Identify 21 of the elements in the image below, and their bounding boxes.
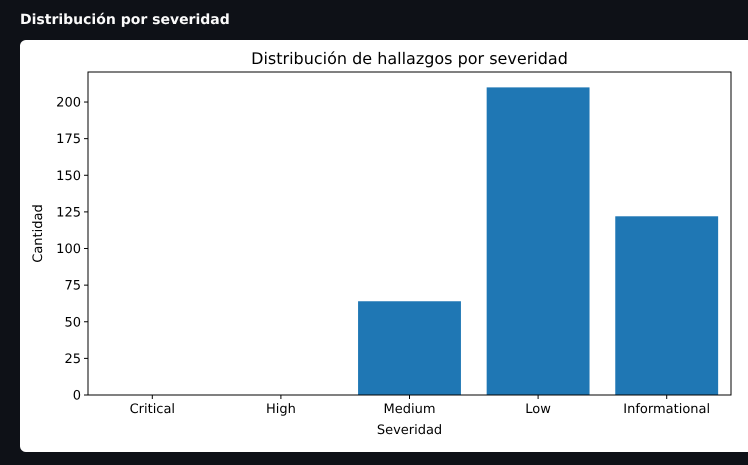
y-tick-label: 0 [72, 388, 81, 404]
y-tick-label: 175 [56, 132, 81, 148]
chart-title: Distribución de hallazgos por severidad [251, 49, 568, 68]
bar [615, 216, 718, 395]
x-tick-label: Low [525, 402, 552, 417]
x-tick-label: Critical [130, 402, 176, 417]
x-tick-label: High [266, 402, 296, 417]
x-tick-label: Medium [384, 402, 436, 417]
y-tick-label: 50 [64, 315, 81, 330]
y-tick-label: 75 [64, 278, 81, 294]
y-tick-label: 150 [56, 168, 81, 184]
y-tick-label: 200 [56, 96, 81, 111]
x-axis-title: Severidad [376, 423, 442, 438]
text: Distribución por severidad [20, 12, 230, 28]
bar [358, 301, 461, 395]
y-axis-title: Cantidad [31, 204, 46, 263]
y-tick-label: 100 [56, 242, 81, 258]
y-tick-label: 25 [64, 352, 81, 367]
bar [486, 87, 590, 395]
y-tick-label: 125 [56, 205, 81, 220]
x-tick-label: Informational [623, 402, 710, 417]
